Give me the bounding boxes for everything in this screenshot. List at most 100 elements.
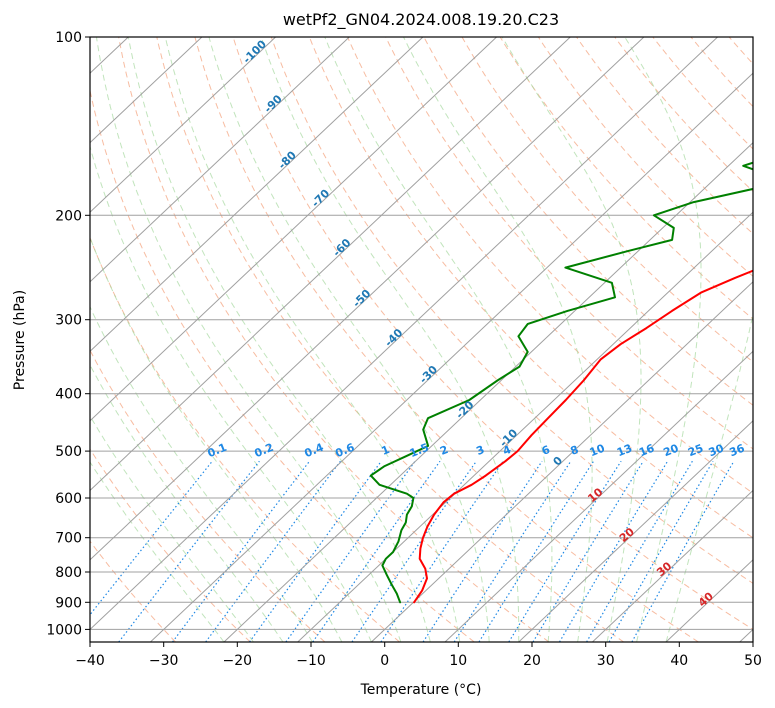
mixing-ratio-line xyxy=(351,460,477,642)
moist-adiabat-line xyxy=(208,37,490,642)
dry-adiabat-line xyxy=(194,37,699,642)
y-tick-label: 200 xyxy=(55,208,82,224)
mixing-ratio-label: 36 xyxy=(727,441,746,459)
isotherm-line xyxy=(90,37,203,144)
plot-area: 0.1 0.2 0.4 0.6 1 1.5 2 3 4 6 8 10 13 16 20 25 30 36-100-… xyxy=(89,36,754,643)
isotherm-line xyxy=(90,37,571,492)
mixing-ratio-line xyxy=(205,460,341,642)
isotherm-line xyxy=(90,37,718,631)
mixing-ratio-label: 3 xyxy=(474,443,486,458)
moist-adiabat-line xyxy=(260,37,520,642)
x-tick-label: 10 xyxy=(449,653,467,669)
x-tick-label: 50 xyxy=(744,653,762,669)
moist-adiabat-line xyxy=(403,37,593,642)
mixing-ratio-label: 1 xyxy=(380,443,392,458)
mixing-ratio-line xyxy=(558,460,669,642)
y-tick-label: 800 xyxy=(55,565,82,581)
moist-adiabat-line xyxy=(90,363,284,642)
isotherm-line xyxy=(592,489,753,642)
mixing-ratio-line xyxy=(172,460,310,642)
x-tick-label: −40 xyxy=(75,653,105,669)
background-lines xyxy=(90,37,753,642)
dry-adiabat-line xyxy=(423,37,753,406)
moist-adiabat-line xyxy=(96,37,402,642)
y-tick-label: 500 xyxy=(55,444,82,460)
plot-background xyxy=(90,37,753,642)
mixing-ratio-label: 25 xyxy=(686,442,705,460)
moist-adiabat-line xyxy=(90,305,313,642)
mixing-ratio-line xyxy=(631,460,735,642)
dry-adiabat-line xyxy=(614,37,753,192)
isotherm-line xyxy=(150,72,753,642)
mixing-ratio-line xyxy=(422,460,543,642)
isotherm-line xyxy=(90,37,424,352)
mixing-ratio-label: 10 xyxy=(588,441,607,459)
dry-adiabat-line xyxy=(385,37,753,450)
dry-adiabat-line xyxy=(576,37,753,235)
moist-adiabat-line xyxy=(90,236,343,642)
plot-frame xyxy=(89,36,754,643)
mixing-ratio-line xyxy=(508,460,622,642)
isotherm-line xyxy=(90,37,497,422)
isotherm-line xyxy=(371,281,753,642)
dry-adiabat-line xyxy=(90,349,326,642)
dry-adiabat-line xyxy=(232,37,753,631)
y-tick-label: 300 xyxy=(55,313,82,329)
x-tick-label: −10 xyxy=(296,653,326,669)
x-axis-label: Temperature (°C) xyxy=(360,682,482,698)
dry-adiabat-line xyxy=(118,37,550,642)
y-tick-label: 600 xyxy=(55,491,82,507)
y-tick-label: 900 xyxy=(55,595,82,611)
x-tick-label: −30 xyxy=(149,653,179,669)
grid-lines xyxy=(90,37,753,642)
x-tick-label: 0 xyxy=(380,653,389,669)
mixing-ratio-line xyxy=(90,460,213,616)
isotherm-line xyxy=(444,350,753,642)
x-tick-label: 20 xyxy=(523,653,541,669)
mixing-ratio-label: 13 xyxy=(615,442,634,460)
y-tick-label: 400 xyxy=(55,387,82,403)
mixing-ratio-line xyxy=(249,460,382,642)
y-axis-label: Pressure (hPa) xyxy=(12,290,28,390)
isotherm-line xyxy=(90,37,350,283)
dry-adiabat-line xyxy=(90,88,475,642)
chart-title: wetPf2_GN04.2024.008.19.20.C23 xyxy=(283,10,559,30)
dry-adiabat-line xyxy=(499,37,753,320)
isotherm-line xyxy=(518,420,753,642)
x-tick-label: 30 xyxy=(597,653,615,669)
mixing-ratio-line xyxy=(586,460,693,642)
moist-adiabat-line xyxy=(90,144,372,642)
mixing-ratio-label: 16 xyxy=(637,441,656,459)
y-axis: 1000 900 800 700 600 500 400 300 200 100 xyxy=(46,30,90,638)
dry-adiabat-line xyxy=(347,37,753,494)
dry-adiabat-line xyxy=(461,37,753,363)
mixing-ratio-line xyxy=(380,460,504,642)
mixing-ratio-label: 30 xyxy=(707,441,726,459)
isotherm-line xyxy=(90,37,645,561)
isotherm-line xyxy=(223,141,753,642)
dry-adiabat-line xyxy=(270,37,753,584)
mixing-ratio-line xyxy=(532,460,644,642)
mixing-ratio-label: 20 xyxy=(661,441,680,459)
moist-adiabat-line xyxy=(164,37,461,642)
moist-adiabat-line xyxy=(665,312,753,642)
series-lines xyxy=(369,161,753,604)
temperature-profile-line xyxy=(413,269,753,604)
x-tick-label: −20 xyxy=(223,653,253,669)
mixing-ratio-label: 8 xyxy=(569,443,581,458)
y-tick-label: 700 xyxy=(55,531,82,547)
y-tick-label: 1000 xyxy=(46,622,82,638)
isotherm-line xyxy=(297,211,753,642)
moist-adiabat-line xyxy=(624,37,702,642)
moist-adiabat-line xyxy=(127,37,431,642)
y-tick-label: 100 xyxy=(55,30,82,46)
mixing-ratio-line xyxy=(312,460,441,642)
isotherm-line xyxy=(90,37,276,213)
dry-adiabat-line xyxy=(90,236,400,642)
mixing-ratio-line xyxy=(285,460,416,642)
x-axis: −40 −30 −20 −10 0 10 20 30 40 50 xyxy=(75,642,762,669)
dry-adiabat-line xyxy=(308,37,753,539)
mixing-ratio-label: 2 xyxy=(438,443,450,458)
dewpoint-profile-line xyxy=(369,161,753,604)
